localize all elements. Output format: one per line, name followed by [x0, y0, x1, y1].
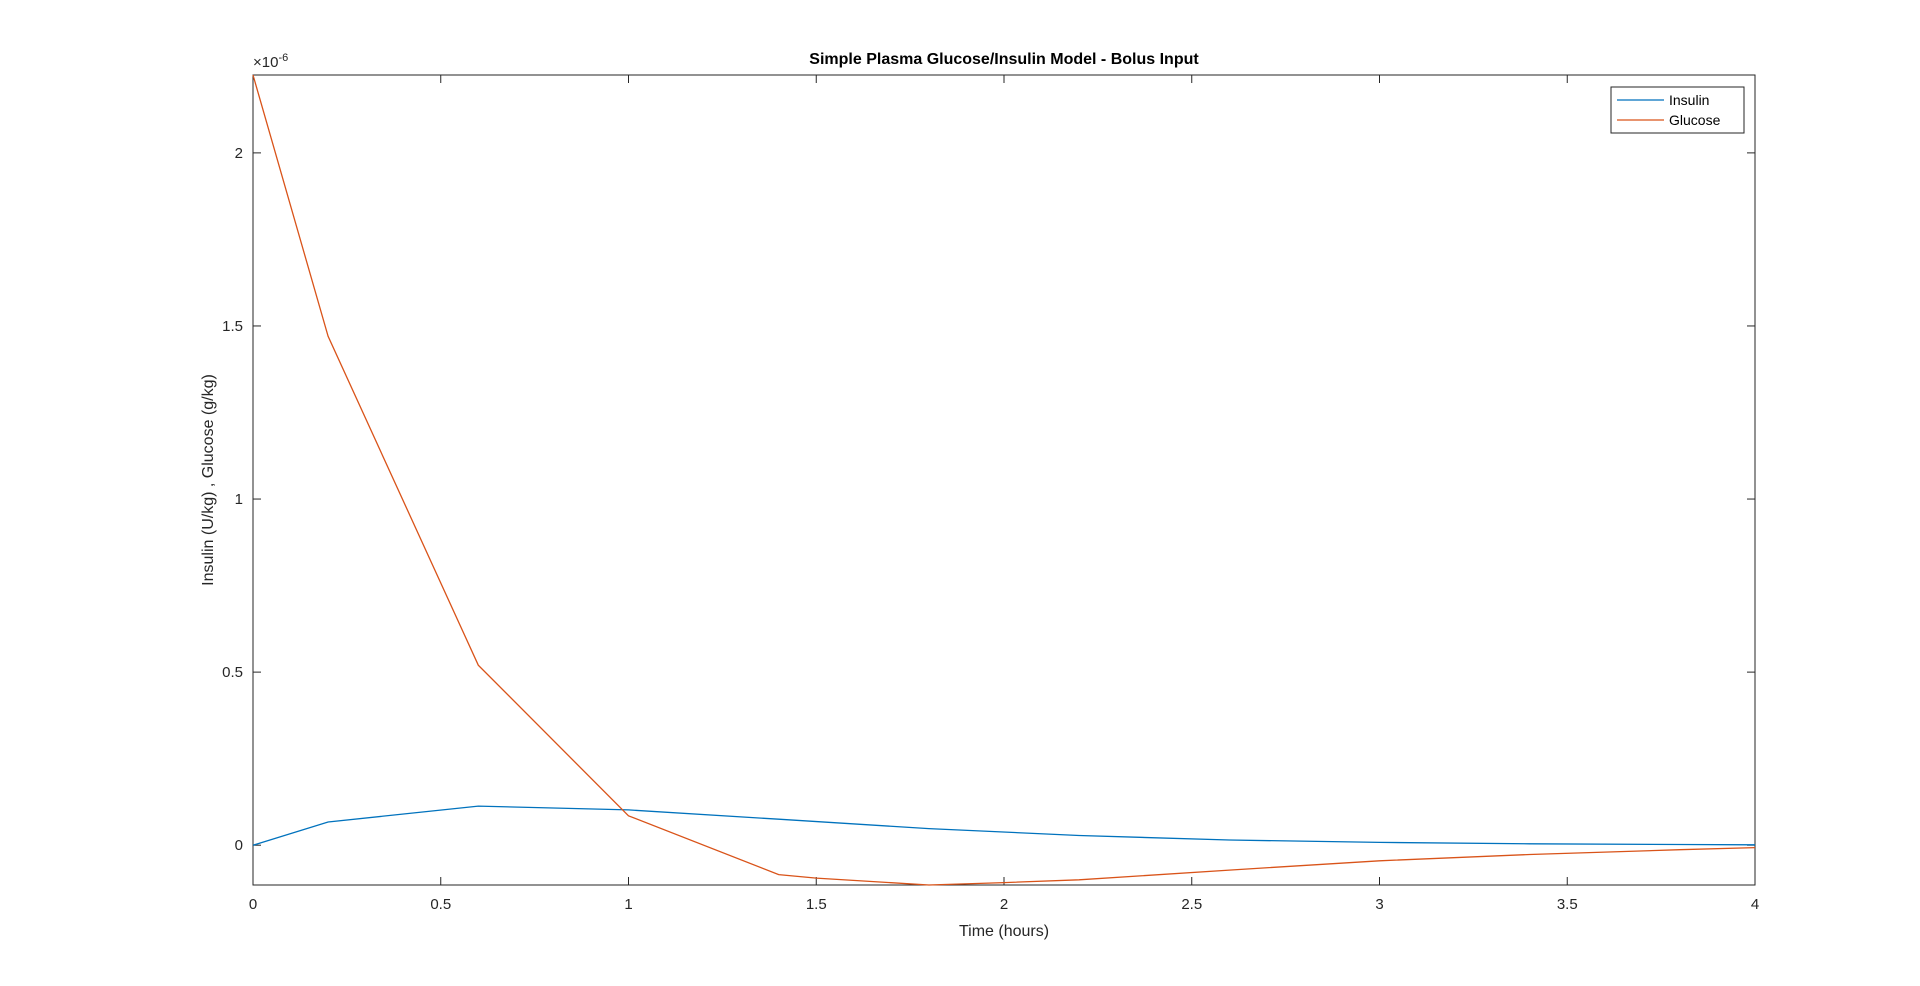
- series-layer: [252, 74, 1756, 886]
- y-tick-label: 0.5: [222, 664, 243, 681]
- legend-label-insulin: Insulin: [1669, 92, 1709, 108]
- y-tick-label: 2: [235, 145, 243, 162]
- x-tick-label: 1.5: [806, 896, 827, 913]
- x-tick-label: 1: [624, 896, 632, 913]
- plot-area: [252, 74, 1756, 886]
- y-axis-label: Insulin (U/kg) , Glucose (g/kg): [200, 374, 217, 586]
- y-exponent-label: ×10-6: [253, 52, 288, 71]
- y-tick-label: 0: [235, 837, 243, 854]
- x-tick-label: 4: [1751, 896, 1759, 913]
- x-tick-label: 3: [1375, 896, 1383, 913]
- axis-ticks: 0 0.5 1 1.5 2 2.5 3 3.5 4 0 0.5 1 1.5 2: [222, 75, 1759, 913]
- x-tick-label: 2.5: [1181, 896, 1202, 913]
- y-tick-label: 1: [235, 491, 243, 508]
- x-tick-label: 0.5: [430, 896, 451, 913]
- series-line-glucose: [252, 74, 1756, 886]
- y-tick-label: 1.5: [222, 318, 243, 335]
- legend: Insulin Glucose: [1610, 86, 1745, 134]
- x-axis-label: Time (hours): [959, 923, 1049, 940]
- x-tick-label: 0: [249, 896, 257, 913]
- legend-label-glucose: Glucose: [1669, 112, 1721, 128]
- x-tick-label: 2: [1000, 896, 1008, 913]
- x-tick-label: 3.5: [1557, 896, 1578, 913]
- legend-box: [1610, 86, 1745, 134]
- series-line-insulin: [252, 805, 1756, 846]
- chart-title: Simple Plasma Glucose/Insulin Model - Bo…: [809, 51, 1199, 68]
